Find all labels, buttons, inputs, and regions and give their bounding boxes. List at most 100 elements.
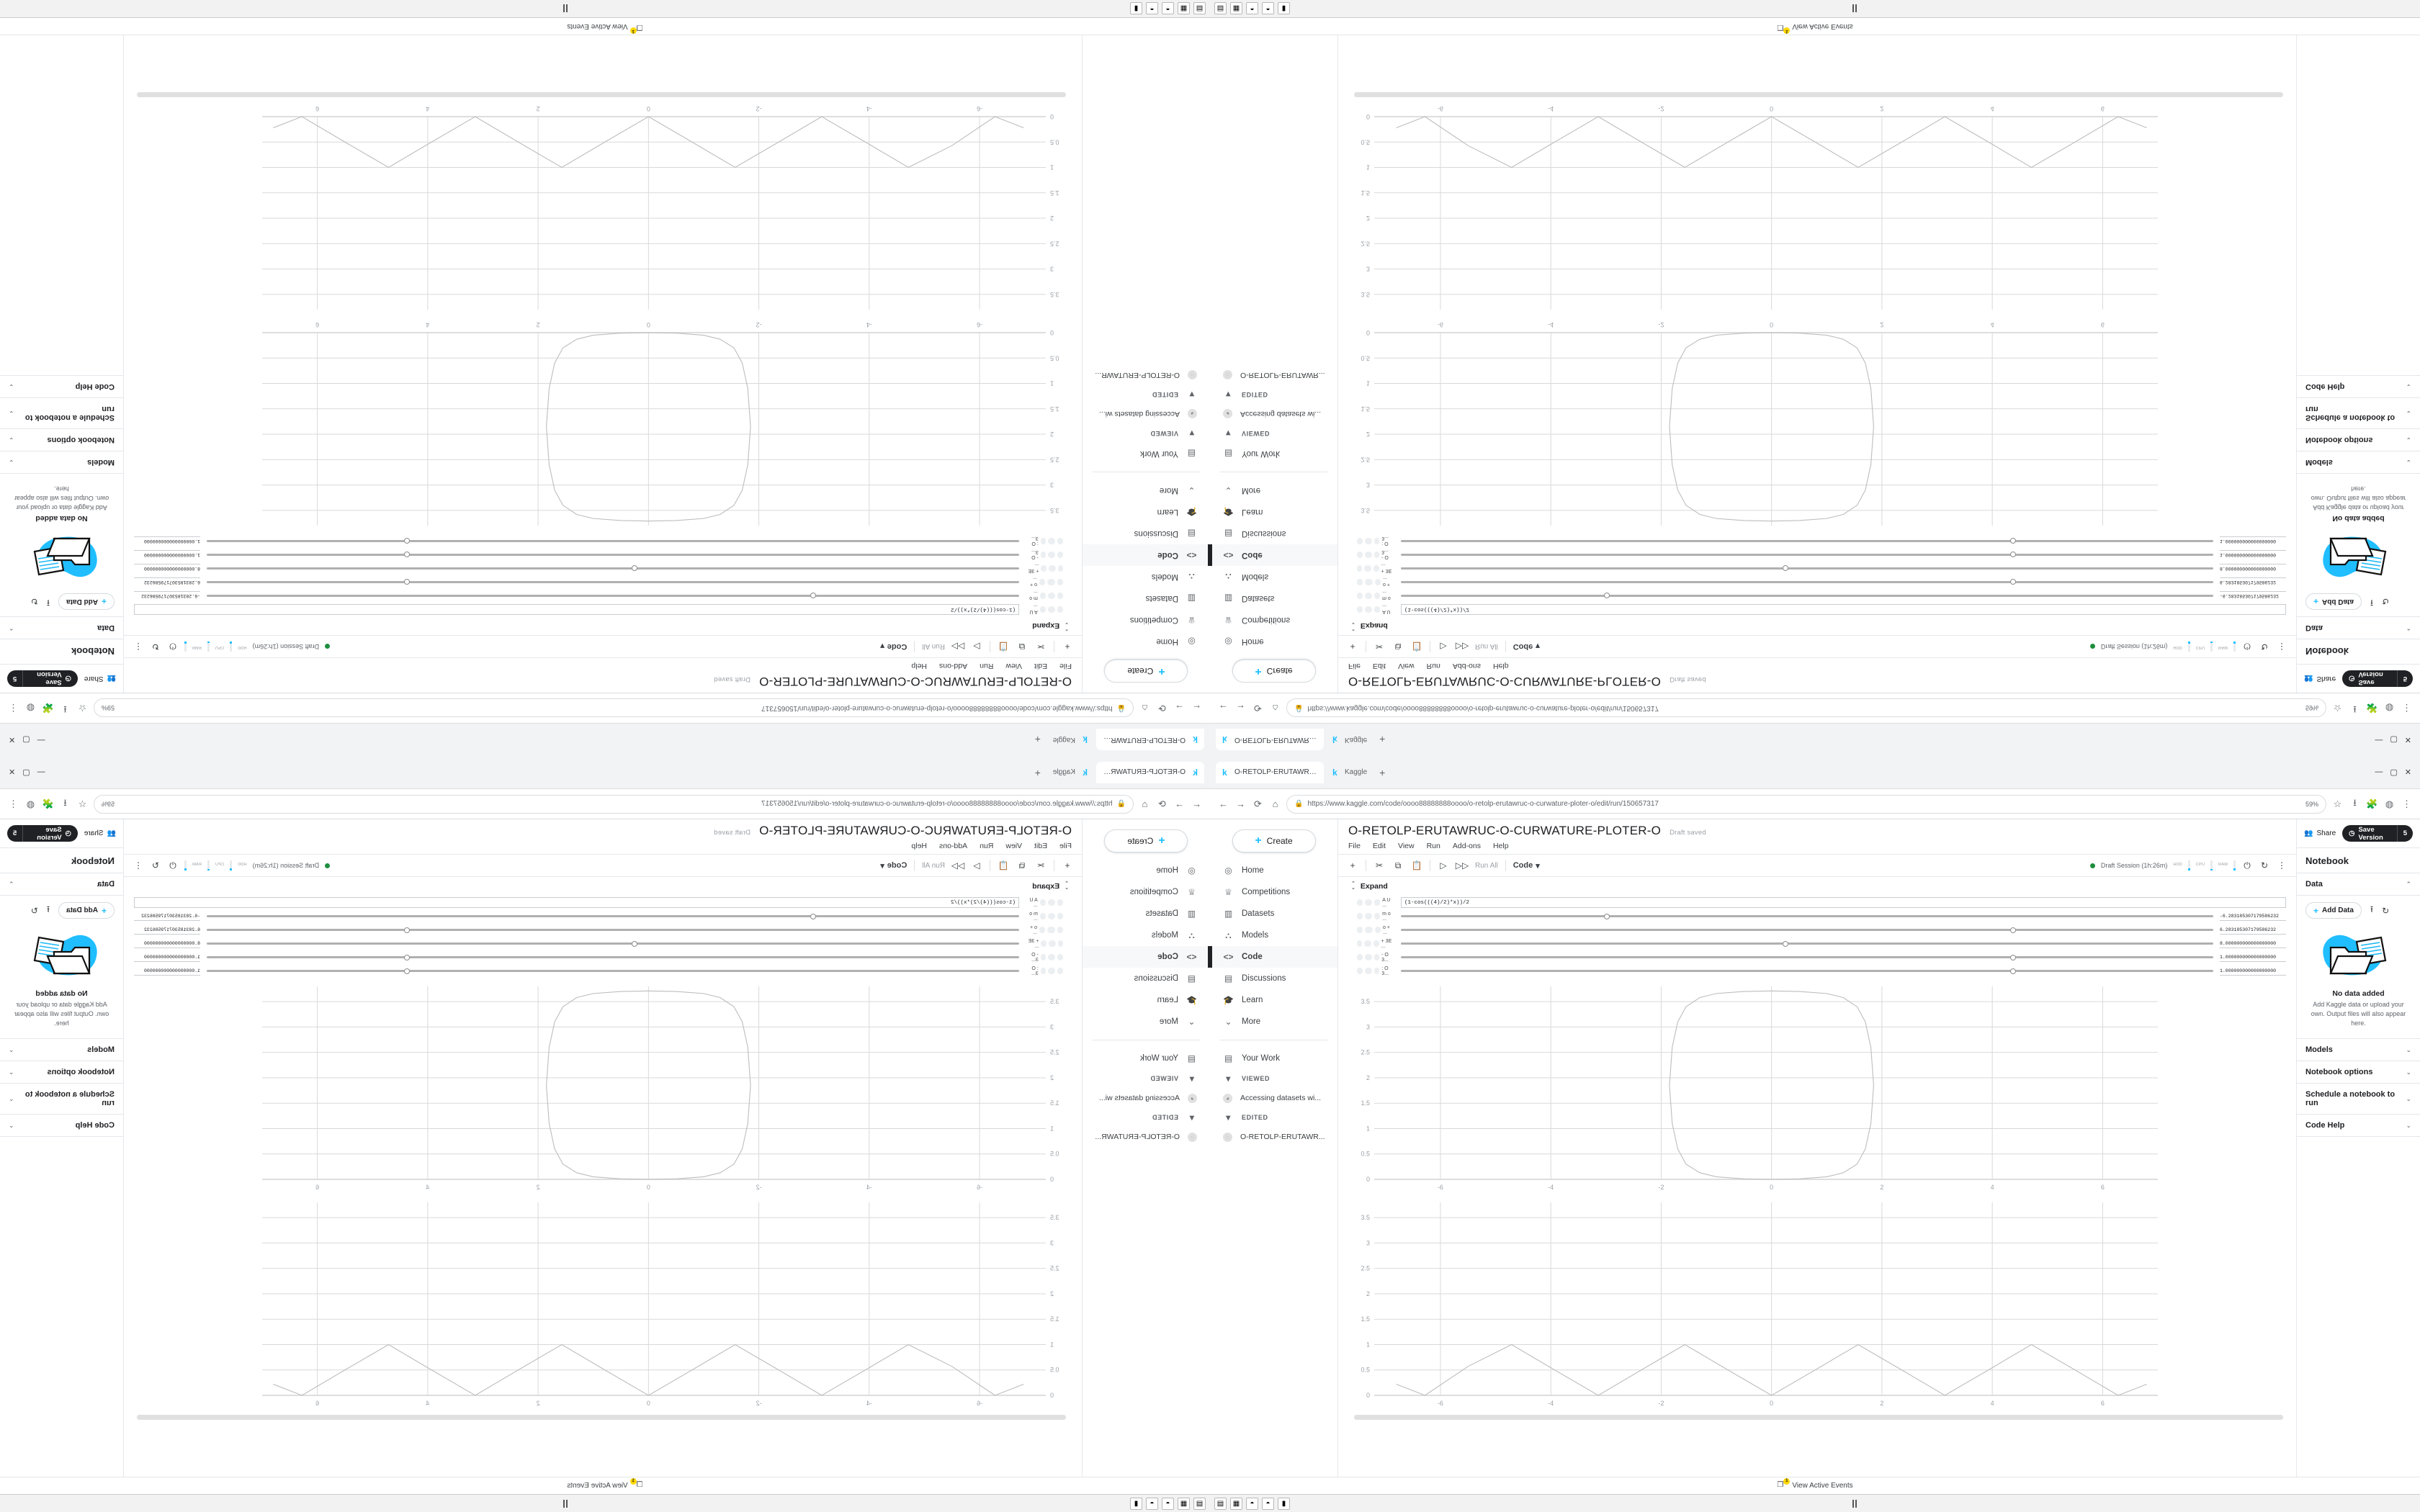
- sidebar-section-data[interactable]: Data ⌃: [0, 616, 123, 639]
- home-icon[interactable]: ⌂: [1272, 703, 1278, 714]
- sidebar-item-code[interactable]: <> Code: [1083, 946, 1210, 968]
- close-button[interactable]: ✕: [9, 735, 16, 744]
- kebab-menu-icon[interactable]: ⋮: [2277, 642, 2286, 652]
- restart-icon[interactable]: ↻: [2260, 642, 2269, 652]
- restart-icon[interactable]: ↻: [151, 860, 160, 870]
- sidebar-section-edited[interactable]: ▾ EDITED: [1210, 1108, 1337, 1127]
- sidebar-item-your-work[interactable]: ▤ Your Work: [1083, 1048, 1210, 1069]
- copy-icon[interactable]: ⧉: [1018, 642, 1026, 652]
- sidebar-item-your-work[interactable]: ▤ Your Work: [1210, 443, 1337, 464]
- xmin-slider[interactable]: [1401, 912, 2213, 922]
- url-bar[interactable]: 🔒 https://www.kaggle.com/code/oooo888888…: [1286, 698, 2326, 718]
- pause-icon[interactable]: [563, 1499, 568, 1508]
- star-icon[interactable]: ☆: [2333, 703, 2342, 714]
- sidebar-section-models[interactable]: Models ⌄: [0, 1039, 123, 1062]
- sidebar-recent-edited[interactable]: ◌ O-RETOLP-ERUTAWR...: [1083, 365, 1210, 385]
- restart-icon[interactable]: ↻: [2260, 860, 2269, 870]
- taskbar-firefox-window-1[interactable]: ◓: [1246, 1497, 1258, 1510]
- expand-toggle[interactable]: ⌃ ⌄ Expand: [1338, 877, 2296, 894]
- play-icon[interactable]: ▷: [973, 642, 980, 652]
- share-button[interactable]: 👥 Share: [84, 675, 116, 683]
- menu-edit[interactable]: Edit: [1034, 842, 1048, 850]
- cell-type-select[interactable]: Code ▾: [1513, 861, 1540, 870]
- power-icon[interactable]: ⏻: [169, 860, 176, 870]
- forward-arrow-icon[interactable]: →: [1175, 703, 1184, 714]
- sidebar-item-competitions[interactable]: ♕ Competitions: [1210, 881, 1337, 903]
- menu-file[interactable]: File: [1348, 842, 1361, 850]
- scale-a-slider[interactable]: [207, 550, 1019, 560]
- expand-toggle[interactable]: ⌃ ⌄ Expand: [124, 618, 1082, 635]
- sidebar-section-code-help[interactable]: Code Help ⌄: [2297, 1115, 2420, 1138]
- plus-icon[interactable]: +: [1350, 860, 1355, 870]
- refresh-icon[interactable]: ↻: [2382, 596, 2390, 607]
- cell-type-select[interactable]: Code ▾: [1513, 642, 1540, 652]
- profile-icon[interactable]: ◍: [26, 798, 35, 809]
- sidebar-item-more[interactable]: ⌄ More: [1210, 1011, 1337, 1032]
- scale-a-value[interactable]: 1.000000000000000000: [2220, 953, 2286, 962]
- power-icon[interactable]: ⏻: [169, 642, 176, 652]
- xmin-slider[interactable]: [1401, 591, 2213, 601]
- power-icon[interactable]: ⏻: [2244, 860, 2251, 870]
- sidebar-section-notebook-options[interactable]: Notebook options ⌄: [0, 428, 123, 451]
- taskbar-save-app[interactable]: ▦: [1230, 2, 1242, 15]
- sidebar-item-competitions[interactable]: ♕ Competitions: [1083, 881, 1210, 903]
- kebab-menu-icon[interactable]: ⋮: [134, 642, 143, 652]
- sidebar-section-data[interactable]: Data ⌃: [0, 873, 123, 896]
- maximize-button[interactable]: ▢: [22, 768, 30, 777]
- copy-icon[interactable]: ⧉: [1394, 860, 1402, 870]
- sidebar-item-home[interactable]: ◎ Home: [1210, 631, 1337, 652]
- active-events-bar[interactable]: ❐ 1 View Active Events: [0, 18, 1210, 35]
- taskbar-firefox-window-2[interactable]: ◓: [1262, 2, 1274, 15]
- sidebar-section-schedule[interactable]: Schedule a notebook to run ⌄: [0, 397, 123, 428]
- sidebar-section-schedule[interactable]: Schedule a notebook to run ⌄: [2297, 1084, 2420, 1115]
- browser-tab-active[interactable]: k O-RETOLP-ERUTAWRUC-O-CURWAT...: [1216, 761, 1324, 783]
- samples-value[interactable]: 8.000000000000000000: [134, 939, 200, 948]
- profile-icon[interactable]: ◍: [2385, 703, 2394, 714]
- scissors-icon[interactable]: ✂: [1036, 860, 1045, 870]
- menu-edit[interactable]: Edit: [1034, 662, 1048, 670]
- xmin-value[interactable]: -6.283185307179586232: [2220, 912, 2286, 921]
- menu-help[interactable]: Help: [911, 842, 928, 850]
- sidebar-section-models[interactable]: Models ⌄: [2297, 1039, 2420, 1062]
- page-title[interactable]: O-RETOLP-ERUTAWRUC-O-CURWATURE-PLOTER-O: [1348, 824, 1662, 837]
- back-arrow-icon[interactable]: ←: [1192, 798, 1201, 809]
- upload-icon[interactable]: ⭱: [2370, 904, 2374, 914]
- browser-tab-active[interactable]: k O-RETOLP-ERUTAWRUC-O-CURWAT...: [1216, 729, 1324, 751]
- sidebar-item-more[interactable]: ⌄ More: [1083, 480, 1210, 501]
- sidebar-section-schedule[interactable]: Schedule a notebook to run ⌄: [0, 1084, 123, 1115]
- kebab-menu-icon[interactable]: ⋮: [9, 798, 18, 809]
- restart-icon[interactable]: ↻: [151, 642, 160, 652]
- sidebar-section-code-help[interactable]: Code Help ⌄: [0, 1115, 123, 1138]
- expand-toggle[interactable]: ⌃ ⌄ Expand: [1338, 618, 2296, 635]
- scale-a-slider[interactable]: [1401, 953, 2213, 963]
- taskbar-firefox-window-1[interactable]: ◓: [1162, 2, 1174, 15]
- browser-tab-secondary[interactable]: k Kaggle: [1326, 762, 1373, 783]
- expand-toggle[interactable]: ⌃ ⌄ Expand: [124, 877, 1082, 894]
- xmin-slider[interactable]: [207, 912, 1019, 922]
- kebab-menu-icon[interactable]: ⋮: [2402, 703, 2411, 714]
- sidebar-item-code[interactable]: <> Code: [1210, 946, 1337, 968]
- scale-b-slider[interactable]: [1401, 536, 2213, 546]
- plus-icon[interactable]: +: [1065, 642, 1070, 652]
- refresh-icon[interactable]: ↻: [2382, 905, 2390, 916]
- reload-icon[interactable]: ⟳: [1254, 798, 1262, 809]
- browser-tab-secondary[interactable]: k Kaggle: [1047, 729, 1094, 751]
- fast-forward-icon[interactable]: ▷▷: [1455, 860, 1469, 870]
- xmax-slider[interactable]: [207, 577, 1019, 588]
- power-icon[interactable]: ⏻: [2244, 642, 2251, 652]
- save-version-button[interactable]: ◷ Save Version 5: [2342, 670, 2413, 687]
- samples-slider[interactable]: [1401, 564, 2213, 574]
- create-button[interactable]: + Create: [1104, 829, 1188, 852]
- page-title[interactable]: O-RETOLP-ERUTAWRUC-O-CURWATURE-PLOTER-O: [1348, 675, 1662, 688]
- kebab-menu-icon[interactable]: ⋮: [134, 860, 143, 870]
- close-button[interactable]: ✕: [2404, 735, 2411, 744]
- taskbar-save-app[interactable]: ▦: [1178, 2, 1190, 15]
- create-button[interactable]: + Create: [1232, 829, 1316, 852]
- scissors-icon[interactable]: ✂: [1375, 860, 1384, 870]
- browser-tab-active[interactable]: k O-RETOLP-ERUTAWRUC-O-CURWAT...: [1096, 729, 1204, 751]
- sidebar-section-edited[interactable]: ▾ EDITED: [1210, 385, 1337, 404]
- sidebar-item-models[interactable]: ⛬ Models: [1083, 924, 1210, 946]
- maximize-button[interactable]: ▢: [2390, 768, 2398, 777]
- taskbar-terminal-app[interactable]: ▮: [1130, 2, 1142, 15]
- sidebar-recent-edited[interactable]: ◌ O-RETOLP-ERUTAWR...: [1083, 1127, 1210, 1147]
